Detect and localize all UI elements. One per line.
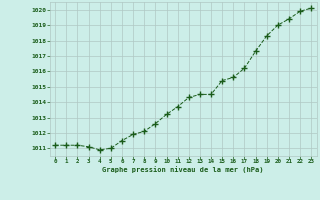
X-axis label: Graphe pression niveau de la mer (hPa): Graphe pression niveau de la mer (hPa) bbox=[102, 166, 264, 173]
